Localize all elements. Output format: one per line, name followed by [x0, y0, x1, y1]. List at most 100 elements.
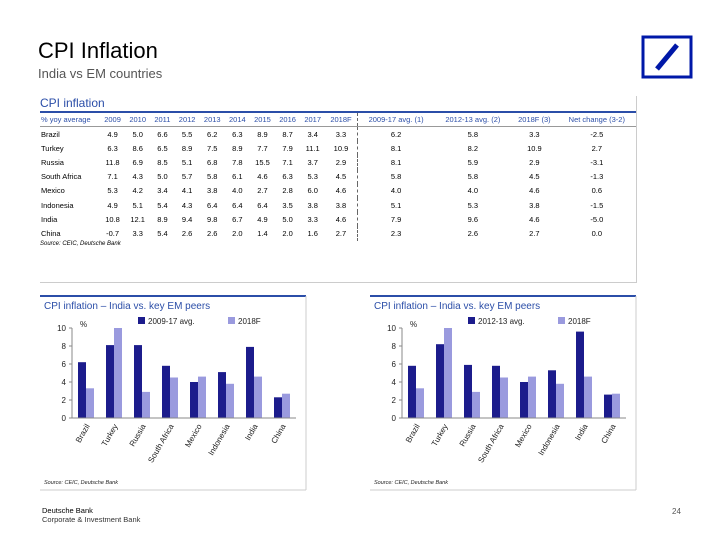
table-cell: 3.8 — [529, 200, 540, 210]
x-tick-label: China — [599, 422, 618, 445]
table-cell: -3.1 — [590, 157, 604, 167]
table-cell: 2.9 — [335, 157, 347, 167]
column-header: 2017 — [300, 113, 326, 127]
page-number: 24 — [672, 507, 681, 516]
bar — [492, 365, 500, 418]
table-cell: 6.2 — [207, 129, 218, 139]
y-tick-label: 8 — [392, 342, 397, 351]
table-cell: 3.8 — [307, 200, 318, 210]
table-cell: 3.8 — [207, 186, 218, 196]
table-cell: 6.3 — [232, 129, 243, 139]
table-cell: 2.0 — [232, 228, 243, 238]
table-cell: 4.5 — [529, 172, 540, 182]
table-cell: Russia — [41, 157, 64, 167]
legend-label: 2018F — [238, 317, 261, 326]
table-row: India 10.8 12.1 8.9 9.4 9.8 6.7 4.9 5.0 3.3 4.6 7.9… — [40, 212, 636, 227]
chart: CPI inflation – India vs. key EM peers% 2… — [40, 295, 307, 491]
chart: CPI inflation – India vs. key EM peers% 2… — [370, 295, 637, 491]
y-tick-label: 2 — [62, 396, 67, 405]
table-cell: 3.4 — [307, 129, 318, 139]
y-tick-label: 8 — [62, 342, 67, 351]
table-cell: 2.7 — [591, 143, 603, 153]
table-cell: 4.6 — [335, 186, 347, 196]
table-cell: 3.3 — [132, 228, 143, 238]
table-cell: 4.3 — [181, 200, 193, 210]
chart-title: CPI inflation – India vs. key EM peers — [374, 301, 540, 312]
bar — [408, 365, 416, 418]
table-cell: 7.9 — [282, 143, 293, 153]
table-cell: 7.1 — [282, 157, 293, 167]
bar — [464, 364, 472, 418]
table-cell: 5.8 — [207, 172, 218, 182]
y-tick-label: 10 — [57, 324, 66, 333]
y-tick-label: 6 — [392, 360, 397, 369]
column-header: 2016 — [275, 113, 301, 127]
table-cell: 5.9 — [467, 157, 479, 167]
bar — [528, 376, 536, 418]
table-cell: 6.1 — [232, 172, 243, 182]
table-cell: 7.7 — [257, 143, 268, 153]
table-cell: 8.9 — [257, 129, 268, 139]
table-cell: 10.9 — [333, 143, 349, 153]
table-cell: 8.9 — [232, 143, 243, 153]
table-cell: 8.7 — [282, 129, 293, 139]
table-cell: South Africa — [41, 172, 82, 182]
table-cell: 8.5 — [157, 157, 168, 167]
table-row: Brazil 4.9 5.0 6.6 5.5 6.2 6.3 8.9 8.7 3.4 3.3 6.2 5… — [40, 126, 636, 142]
bar — [500, 377, 508, 418]
table-cell: 1.4 — [257, 228, 268, 238]
table-cell: 3.3 — [335, 129, 347, 139]
table-cell: 2.0 — [282, 228, 293, 238]
table-cell: 6.0 — [307, 186, 318, 196]
x-tick-label: Mexico — [183, 422, 204, 449]
table-cell: 6.4 — [257, 200, 268, 210]
y-tick-label: 6 — [62, 360, 67, 369]
table-cell: 0.0 — [591, 228, 603, 238]
table-cell: 2.3 — [356, 226, 435, 241]
footer: Deutsche Bank Corporate & Investment Ban… — [42, 506, 140, 524]
bar — [254, 376, 262, 418]
table-cell: 5.5 — [181, 129, 193, 139]
column-header: 2018F — [325, 113, 358, 127]
legend-swatch — [558, 317, 565, 324]
column-header: 2012 — [174, 113, 200, 127]
table-cell: 2.6 — [467, 228, 479, 238]
table-cell: 5.3 — [467, 200, 479, 210]
table-cell: India — [41, 214, 58, 224]
bar — [612, 393, 620, 418]
bar — [604, 394, 612, 418]
table-cell: 8.9 — [181, 143, 193, 153]
plot — [408, 328, 620, 418]
x-tick-label: Turkey — [430, 423, 450, 448]
legend-label: 2018F — [568, 317, 591, 326]
table-cell: 4.6 — [257, 172, 268, 182]
table-cell: 5.0 — [282, 214, 293, 224]
bar — [246, 346, 254, 418]
table-cell: 5.1 — [356, 197, 435, 213]
bar — [520, 382, 528, 418]
table-cell: 9.8 — [207, 214, 218, 224]
table-cell: 4.6 — [529, 214, 540, 224]
table-cell: Mexico — [41, 186, 65, 196]
column-header: 2015 — [249, 113, 276, 127]
chart-source: Source: CEIC, Deutsche Bank — [374, 480, 448, 486]
table-cell: 3.5 — [282, 200, 293, 210]
table-cell: 6.3 — [282, 172, 293, 182]
bar — [78, 362, 86, 418]
plot — [78, 328, 290, 418]
y-axis-label: % — [410, 320, 417, 329]
table-cell: 6.8 — [207, 157, 218, 167]
bar — [218, 372, 226, 418]
table-cell: 4.9 — [107, 200, 118, 210]
table-cell: 7.5 — [207, 143, 218, 153]
table-cell: 5.1 — [181, 157, 193, 167]
table-cell: 8.1 — [356, 155, 435, 170]
table-row: Turkey 6.3 8.6 6.5 8.9 7.5 8.9 7.7 7.9 11.1 10.9 8.… — [40, 141, 636, 156]
table-row: Indonesia 4.9 5.1 5.4 4.3 6.4 6.4 6.4 3.5 3.8 3.8 5… — [40, 197, 636, 213]
slide-title: CPI Inflation — [38, 38, 158, 63]
bar — [282, 393, 290, 418]
table-cell: 11.1 — [305, 143, 320, 153]
table-cell: 4.0 — [467, 186, 479, 196]
bar — [162, 365, 170, 418]
bar — [576, 331, 584, 418]
